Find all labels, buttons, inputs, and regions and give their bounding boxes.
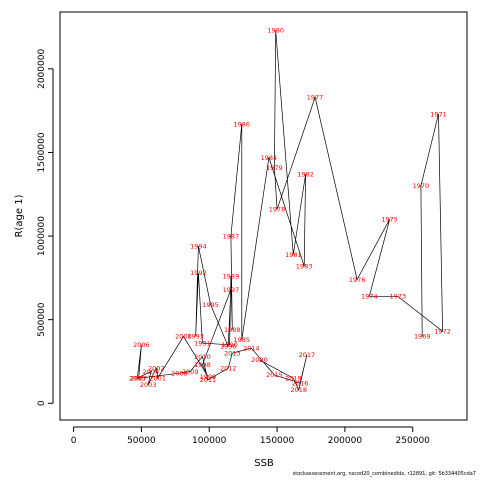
plot-frame [59, 11, 468, 421]
year-label: 1998 [194, 361, 211, 369]
x-tick-label: 50000 [127, 436, 156, 446]
y-tick-label: 500000 [37, 302, 47, 337]
sr-trajectory-line [136, 30, 443, 391]
year-label: 2002 [148, 364, 165, 372]
year-label: 2009 [182, 368, 199, 376]
year-label: 2014 [243, 344, 260, 352]
year-label: 1978 [269, 206, 286, 214]
year-label: 1983 [296, 262, 313, 270]
year-label: 1986 [234, 120, 251, 128]
x-tick-label: 250000 [396, 436, 431, 446]
year-label: 2006 [133, 341, 150, 349]
year-label: 2000 [175, 333, 192, 341]
year-label: 1994 [190, 242, 207, 250]
y-tick-label: 0 [37, 400, 47, 406]
year-label: 1987 [223, 232, 240, 240]
x-tick-label: 200000 [328, 436, 363, 446]
y-axis-title: R(age 1) [14, 194, 25, 237]
x-axis-title: SSB [254, 458, 274, 469]
year-label: 1985 [234, 336, 251, 344]
year-label: 2017 [299, 351, 316, 359]
year-label: 2004 [143, 368, 160, 376]
y-axis: 0 500000 1000000 1500000 2000000 [37, 49, 54, 406]
year-label: 1979 [266, 164, 283, 172]
year-label: 1982 [297, 170, 314, 178]
year-label: 1977 [307, 94, 324, 102]
y-tick-label: 1500000 [37, 132, 47, 172]
year-label: 1976 [349, 276, 366, 284]
year-label: 2012 [220, 364, 237, 372]
footer-note: stockassessment.org, nscod20_combinedidx… [292, 471, 476, 477]
x-axis: 0 50000 100000 150000 200000 250000 [71, 426, 431, 446]
year-label: 1997 [223, 286, 240, 294]
year-label: 1992 [190, 269, 207, 277]
year-label: 1971 [430, 110, 447, 118]
year-label: 2001 [149, 374, 166, 382]
year-label: 1974 [361, 293, 378, 301]
year-label: 1981 [285, 251, 302, 259]
year-label: 2015 [266, 371, 283, 379]
year-labels: 1969 1970 1971 1972 1973 1974 1975 1976 1977 1978… [129, 27, 451, 395]
x-tick-label: 0 [71, 436, 77, 446]
year-label: 1969 [414, 333, 431, 341]
y-tick-label: 2000000 [37, 49, 47, 89]
year-label: 1980 [267, 27, 284, 35]
year-label: 2019 [285, 374, 302, 382]
year-label: 1988 [224, 326, 241, 334]
year-label: 1999 [200, 373, 217, 381]
year-label: 1989 [223, 272, 240, 280]
year-label: 2010 [194, 353, 211, 361]
series-line [136, 30, 443, 391]
year-label: 1995 [202, 301, 219, 309]
year-label: 2003 [140, 381, 157, 389]
year-label: 1975 [381, 216, 398, 224]
year-label: 1996 [220, 343, 237, 351]
year-label: 2016 [292, 380, 309, 388]
year-label: 2005 [129, 374, 146, 382]
year-label: 1973 [390, 293, 407, 301]
year-label: 2018 [290, 386, 307, 394]
year-label: 1972 [434, 328, 451, 336]
year-label: 2008 [171, 369, 188, 377]
x-tick-label: 100000 [192, 436, 227, 446]
year-label: 2013 [224, 349, 241, 357]
y-tick-label: 1000000 [37, 216, 47, 256]
year-label: 1984 [261, 154, 278, 162]
year-label: 1970 [413, 182, 430, 190]
year-label: 1993 [187, 333, 204, 341]
year-label: 1991 [194, 339, 211, 347]
x-tick-label: 150000 [260, 436, 295, 446]
year-label: 2011 [200, 376, 217, 384]
year-label: 2020 [251, 356, 268, 364]
year-label: 2007 [130, 374, 147, 382]
year-label: 1990 [221, 341, 238, 349]
